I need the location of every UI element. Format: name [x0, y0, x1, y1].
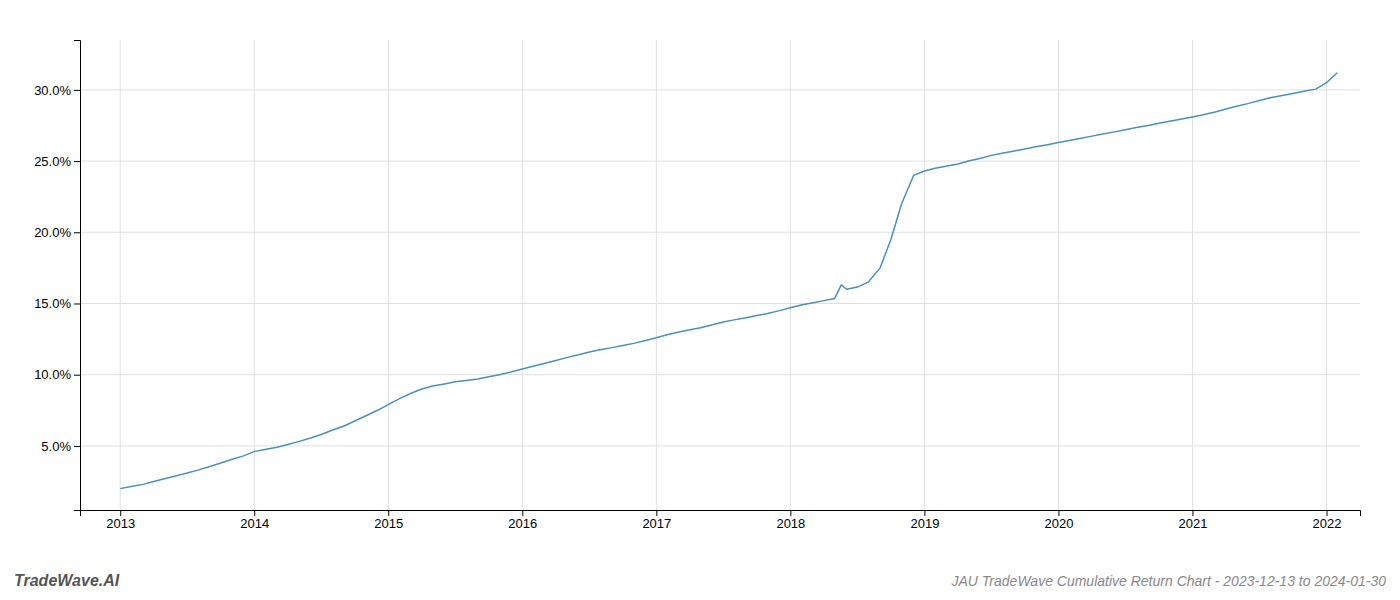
- y-axis-tick: 15.0%: [34, 296, 80, 311]
- x-axis-tick-mark: [656, 510, 657, 516]
- y-axis-tick-label: 10.0%: [34, 367, 71, 382]
- x-axis-tick-label: 2017: [642, 516, 671, 531]
- grid-line-x: [924, 40, 925, 510]
- x-axis-tick-label: 2021: [1178, 516, 1207, 531]
- x-axis-tick-mark: [120, 510, 121, 516]
- y-axis-tick-label: 15.0%: [34, 296, 71, 311]
- y-axis-tick-mark: [74, 161, 80, 162]
- y-axis-tick-mark: [74, 375, 80, 376]
- grid-line-x: [790, 40, 791, 510]
- x-axis-tick-label: 2020: [1044, 516, 1073, 531]
- x-axis-tick-mark: [924, 510, 925, 516]
- grid-line-x: [656, 40, 657, 510]
- watermark: TradeWave.AI: [14, 572, 120, 589]
- grid-line-x: [1058, 40, 1059, 510]
- x-axis-tick: 2019: [910, 510, 939, 531]
- grid: [80, 40, 1360, 510]
- grid-line-y: [80, 89, 1360, 90]
- x-axis-tick-label: 2016: [508, 516, 537, 531]
- y-axis-tick-mark: [74, 90, 80, 91]
- y-axis-tick-label: 25.0%: [34, 154, 71, 169]
- chart: 2013 2014 2015 2016 2017 2018 2019 2020 2021 2022…: [0, 0, 1400, 600]
- x-axis-line: [81, 511, 1361, 517]
- y-axis-tick: 25.0%: [34, 154, 80, 169]
- y-axis-tick-mark: [74, 303, 80, 304]
- x-axis-tick: 2022: [1313, 510, 1342, 531]
- y-axis-tick: 20.0%: [34, 225, 80, 240]
- y-axis-tick: 30.0%: [34, 83, 80, 98]
- x-axis-tick-label: 2018: [776, 516, 805, 531]
- y-axis-tick-label: 30.0%: [34, 83, 71, 98]
- y-axis-tick-label: 20.0%: [34, 225, 71, 240]
- x-axis-tick-mark: [254, 510, 255, 516]
- grid-line-x: [522, 40, 523, 510]
- x-axis-tick: 2014: [240, 510, 269, 531]
- grid-line-x: [120, 40, 121, 510]
- grid-line-x: [1326, 40, 1327, 510]
- grid-line-x: [254, 40, 255, 510]
- x-axis-tick-label: 2013: [106, 516, 135, 531]
- x-axis-tick-mark: [388, 510, 389, 516]
- grid-line-y: [80, 161, 1360, 162]
- x-axis-tick: 2021: [1178, 510, 1207, 531]
- line: [120, 73, 1337, 489]
- x-axis-tick: 2015: [374, 510, 403, 531]
- x-axis-tick-label: 2022: [1313, 516, 1342, 531]
- x-axis-tick-label: 2015: [374, 516, 403, 531]
- x-axis-tick: 2020: [1044, 510, 1073, 531]
- x-axis-tick-mark: [790, 510, 791, 516]
- x-axis-tick: 2017: [642, 510, 671, 531]
- x-axis-tick-mark: [1326, 510, 1327, 516]
- x-axis-tick-label: 2014: [240, 516, 269, 531]
- x-axis-tick-mark: [522, 510, 523, 516]
- title: JAU TradeWave Cumulative Return Chart - …: [951, 573, 1387, 589]
- x-axis-tick-label: 2019: [910, 516, 939, 531]
- y-axis-line: [74, 41, 81, 511]
- y-axis-tick-mark: [74, 232, 80, 233]
- plot-area: [120, 73, 1337, 489]
- x-axis-tick: 2016: [508, 510, 537, 531]
- grid-line-y: [80, 303, 1360, 304]
- x-axis-tick-mark: [1192, 510, 1193, 516]
- y-axis-tick-mark: [74, 446, 80, 447]
- grid-line-x: [1192, 40, 1193, 510]
- y-axis: 5.0% 10.0% 15.0% 20.0% 25.0% 30.0%: [34, 41, 80, 511]
- x-axis-tick-mark: [1058, 510, 1059, 516]
- grid-line-y: [80, 374, 1360, 375]
- grid-line-x: [388, 40, 389, 510]
- x-axis: 2013 2014 2015 2016 2017 2018 2019 2020 2021 2022: [81, 510, 1361, 531]
- texts: TradeWave.AI JAU TradeWave Cumulative Ret…: [14, 572, 1386, 589]
- grid-line-y: [80, 445, 1360, 446]
- y-axis-tick: 5.0%: [41, 439, 80, 454]
- x-axis-tick: 2013: [106, 510, 135, 531]
- y-axis-tick-label: 5.0%: [41, 439, 71, 454]
- x-axis-tick: 2018: [776, 510, 805, 531]
- y-axis-tick: 10.0%: [34, 367, 80, 382]
- grid-line-y: [80, 232, 1360, 233]
